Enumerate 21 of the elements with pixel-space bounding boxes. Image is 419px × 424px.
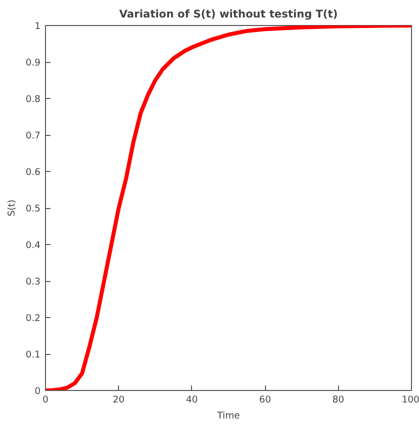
chart-title: Variation of S(t) without testing T(t) (119, 8, 338, 20)
y-tick-label: 0.9 (26, 58, 41, 68)
y-tick-label: 0.8 (26, 94, 41, 105)
x-tick-label: 40 (186, 394, 198, 406)
y-tick-label: 0.4 (26, 240, 41, 251)
x-tick-label: 80 (332, 394, 344, 406)
y-tick-label: 0.6 (26, 167, 41, 178)
y-tick-label: 1 (34, 21, 41, 32)
y-tick-label: 0.5 (26, 204, 41, 214)
x-axis-title: Time (216, 410, 240, 422)
y-tick-label: 0.1 (26, 350, 41, 360)
y-tick-label: 0.3 (26, 276, 41, 288)
y-tick-label: 0 (34, 386, 41, 397)
y-tick-label: 0.7 (26, 130, 41, 142)
x-tick-label: 20 (112, 394, 125, 406)
y-tick-label: 0.2 (26, 313, 41, 324)
y-axis-title: S(t) (6, 200, 18, 216)
x-tick-label: 100 (402, 394, 419, 406)
line-series (46, 26, 412, 390)
x-tick-label: 60 (259, 394, 272, 406)
x-tick-label: 0 (42, 394, 49, 406)
